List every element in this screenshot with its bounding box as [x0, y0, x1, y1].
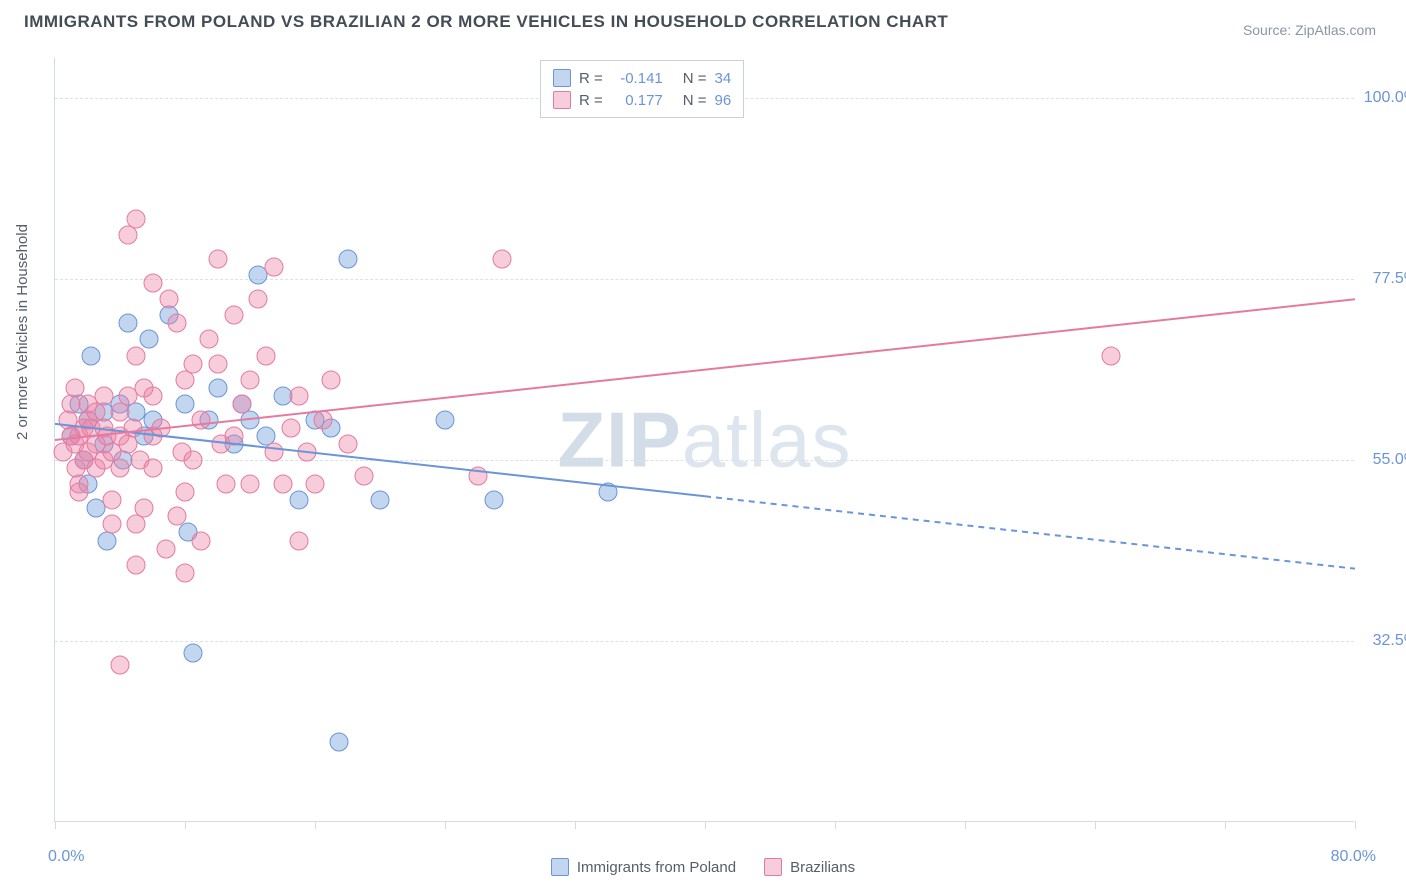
legend-swatch [764, 858, 782, 876]
stats-legend-row: R = 0.177 N = 96 [553, 89, 731, 111]
x-max-label: 80.0% [1331, 848, 1376, 866]
r-label: R = [579, 70, 603, 87]
legend-swatch [551, 858, 569, 876]
legend-swatch [553, 91, 571, 109]
r-label: R = [579, 92, 603, 109]
x-tick [1095, 821, 1096, 829]
stats-legend-row: R = -0.141 N = 34 [553, 67, 731, 89]
stats-legend: R = -0.141 N = 34 R = 0.177 N = 96 [540, 60, 744, 118]
legend-item: Immigrants from Poland [551, 858, 736, 876]
y-tick-label: 100.0% [1364, 89, 1406, 107]
r-value: -0.141 [611, 70, 663, 87]
n-value: 34 [715, 70, 732, 87]
y-tick-label: 77.5% [1373, 270, 1406, 288]
x-tick [835, 821, 836, 829]
x-tick [315, 821, 316, 829]
legend-item: Brazilians [764, 858, 855, 876]
legend-label: Brazilians [790, 859, 855, 876]
y-axis-label: 2 or more Vehicles in Household [14, 224, 31, 440]
x-tick [965, 821, 966, 829]
r-value: 0.177 [611, 92, 663, 109]
scatter-plot-area: ZIPatlas 32.5%55.0%77.5%100.0% [54, 58, 1354, 822]
chart-title: IMMIGRANTS FROM POLAND VS BRAZILIAN 2 OR… [24, 12, 948, 32]
series-legend: Immigrants from Poland Brazilians [0, 858, 1406, 876]
x-tick [1225, 821, 1226, 829]
x-tick [575, 821, 576, 829]
n-label: N = [683, 70, 707, 87]
x-tick [705, 821, 706, 829]
y-tick-label: 55.0% [1373, 451, 1406, 469]
x-tick [185, 821, 186, 829]
n-label: N = [683, 92, 707, 109]
legend-swatch [553, 69, 571, 87]
source-label: Source: ZipAtlas.com [1243, 22, 1376, 38]
n-value: 96 [715, 92, 732, 109]
x-min-label: 0.0% [48, 848, 84, 866]
y-tick-label: 32.5% [1373, 632, 1406, 650]
x-tick [1355, 821, 1356, 829]
legend-label: Immigrants from Poland [577, 859, 736, 876]
x-tick [55, 821, 56, 829]
x-tick [445, 821, 446, 829]
trend-lines [55, 58, 1355, 822]
